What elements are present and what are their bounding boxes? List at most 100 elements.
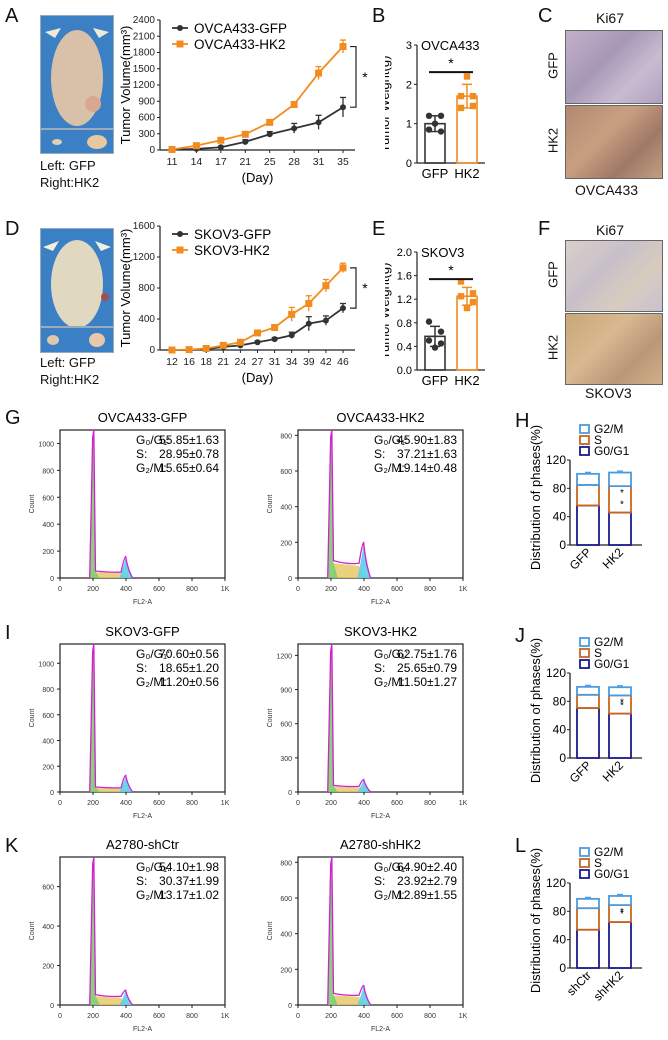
x-tick-label: 400 — [120, 800, 132, 807]
y-axis-label: Count — [29, 709, 36, 728]
x-axis-label: FL2-A — [371, 1026, 390, 1033]
y-tick-label: 1600 — [133, 221, 156, 232]
y-tick-label: 0 — [50, 576, 54, 583]
data-point — [437, 328, 445, 335]
y-tick-label: 40 — [553, 933, 567, 947]
stack-segment-G0/G1 — [576, 707, 600, 759]
phase-label: G₀/G₁: — [136, 647, 170, 661]
legend-swatch — [579, 648, 590, 658]
y-tick-label: 400 — [42, 739, 54, 746]
legend-swatch — [579, 446, 590, 456]
data-point — [288, 332, 295, 339]
legend-swatch — [579, 869, 590, 879]
plot-frame — [297, 856, 464, 1006]
legend-swatch — [579, 637, 590, 647]
y-axis-label: Count — [267, 495, 274, 514]
y-tick-label: 400 — [42, 522, 54, 529]
x-tick-label: 600 — [391, 800, 403, 807]
data-point — [437, 112, 445, 120]
y-tick-label: 1200 — [133, 80, 156, 91]
y-tick-label: 2.0 — [397, 247, 412, 259]
tumor-weight-chart-ovca433: 0 1 2 3 OVCA433 Tumor Weight(g) GFP HK2 * — [385, 38, 485, 181]
phase-value: 18.65±1.20 — [159, 661, 219, 675]
stack-segment-G2/M — [576, 685, 600, 696]
y-tick-label: 800 — [280, 860, 292, 867]
area-s-phase — [95, 572, 126, 578]
x-tick-label: 0 — [296, 1013, 300, 1020]
phase-value: 11.50±1.27 — [398, 675, 457, 689]
x-axis-label: FL2-A — [371, 599, 390, 606]
x-tick-label: 200 — [325, 1013, 337, 1020]
phase-value: 64.90±2.40 — [397, 860, 457, 874]
data-point — [425, 126, 433, 133]
stack-segment-G2/M — [576, 897, 600, 910]
area-s-phase — [333, 786, 364, 792]
legend-label: S — [594, 856, 602, 870]
phase-value: 70.60±0.56 — [159, 647, 219, 661]
y-tick-label: 40 — [553, 510, 567, 524]
y-axis-label: Tumor Volume(mm³) — [118, 26, 133, 145]
phase-label: S: — [136, 447, 147, 461]
data-point — [242, 138, 249, 145]
data-point — [469, 92, 477, 100]
x-tick-label: GFP — [422, 373, 449, 388]
data-point — [305, 320, 312, 327]
data-point — [469, 290, 477, 297]
y-tick-label: 1.6 — [397, 271, 412, 283]
y-tick-label: 900 — [280, 688, 292, 695]
y-tick-label: 0 — [50, 1003, 54, 1010]
y-tick-label: 3 — [406, 40, 412, 52]
y-axis-label: Distribution of phases(%) — [530, 638, 543, 783]
x-tick-label: 400 — [358, 586, 370, 593]
y-tick-label: 1.2 — [397, 294, 412, 306]
chart-title: OVCA433 — [421, 38, 480, 53]
flow-histogram-a2780-shctr: A2780-shCtr 0 200 400 600 0 200 400 600 800 1K FL2-… — [29, 837, 230, 1033]
phase-value: 54.10±1.98 — [159, 860, 219, 874]
tumor-weight-chart-skov3: 0.0 0.4 0.8 1.2 1.6 2.0 SKOV3 Tumor Weight(g) GF… — [385, 245, 485, 388]
x-tick-label: 21 — [239, 156, 251, 168]
data-point — [254, 339, 261, 346]
data-point — [185, 346, 193, 354]
y-axis-label: Count — [29, 495, 36, 514]
data-point — [241, 130, 249, 138]
ihc-row-label-gfp: GFP — [545, 52, 561, 79]
tumor-illustration — [52, 135, 107, 149]
y-tick-label: 2100 — [133, 31, 156, 42]
chart-title: SKOV3 — [421, 245, 464, 260]
legend-label: SKOV3-HK2 — [194, 243, 270, 258]
ki67-title: Ki67 — [595, 10, 625, 26]
tumor-photo-ovca433 — [40, 129, 114, 154]
y-axis-label: Tumor Weight(g) — [385, 56, 392, 153]
significance-star: * — [620, 701, 624, 712]
panel-label-f: F — [538, 218, 551, 240]
tumor-volume-chart-skov3: 0 400 800 1200 1600 12 16 18 21 24 27 31 34 39 42 46 (Da… — [118, 221, 368, 385]
y-tick-label: 0.8 — [397, 318, 412, 330]
y-tick-label: 200 — [280, 540, 292, 547]
data-point — [168, 346, 176, 354]
x-tick-label: 800 — [186, 800, 198, 807]
phase-value: 15.65±0.64 — [159, 461, 219, 475]
phase-label: S: — [136, 874, 147, 888]
y-axis-label: Tumor Volume(mm³) — [118, 229, 133, 348]
photo-caption-left: Left: GFP — [40, 355, 96, 370]
phase-value: 55.85±1.63 — [159, 433, 219, 447]
y-tick-label: 40 — [553, 723, 567, 737]
stack-segment-G2/M — [608, 895, 632, 906]
data-point — [437, 128, 445, 135]
data-point — [457, 92, 465, 100]
y-tick-label: 80 — [553, 481, 567, 495]
y-tick-label: 800 — [280, 433, 292, 440]
stack-segment-G0/G1 — [576, 504, 600, 546]
stack-segment-S — [576, 907, 600, 931]
significance-star: * — [362, 69, 368, 85]
x-tick-label: 39 — [303, 356, 315, 368]
x-tick-label: 1K — [459, 1013, 468, 1020]
x-tick-label: 1K — [221, 800, 230, 807]
panel-label-h: H — [515, 410, 530, 432]
phase-label: G₀/G₁: — [136, 433, 170, 447]
x-tick-label: 24 — [235, 356, 247, 368]
ihc-image-gfp — [565, 240, 663, 312]
y-tick-label: 600 — [42, 713, 54, 720]
stack-segment-G2/M — [608, 686, 632, 697]
data-point — [457, 293, 465, 300]
